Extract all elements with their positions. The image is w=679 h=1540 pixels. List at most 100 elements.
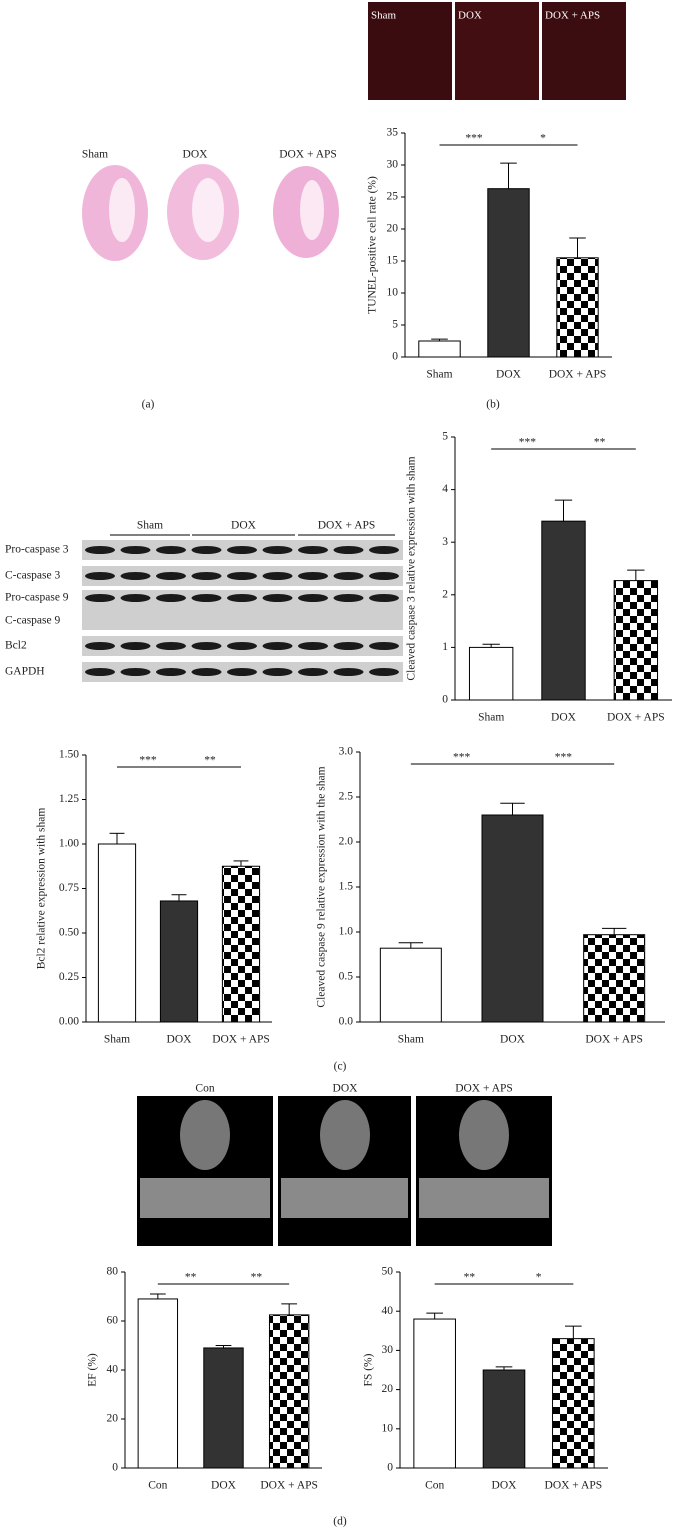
y-axis-label: TUNEL-positive cell rate (%) (367, 176, 379, 314)
y-tick-label: 2 (442, 588, 448, 600)
bar (541, 520, 586, 701)
y-tick-label: 1.25 (59, 793, 79, 805)
band (156, 572, 186, 580)
blot-group: DOX (231, 520, 257, 532)
y-tick-label: 30 (387, 159, 399, 171)
bar (482, 1369, 526, 1469)
blot-group: Sham (137, 520, 163, 532)
y-tick-label: 80 (107, 1266, 119, 1278)
y-tick-label: 0 (112, 1462, 118, 1474)
x-tick-label: DOX (500, 1034, 526, 1046)
bar (552, 1338, 595, 1469)
echo-images (137, 1096, 552, 1246)
x-tick-label: DOX (167, 1034, 193, 1046)
panel-label: (b) (486, 399, 500, 411)
x-tick-label: DOX + APS (260, 1480, 318, 1492)
blot-row-label: GAPDH (5, 666, 45, 678)
band (120, 546, 151, 554)
panel-label: (c) (334, 1061, 347, 1073)
significance-label: *** (465, 133, 483, 145)
y-tick-label: 2.0 (339, 836, 354, 848)
x-tick-label: DOX + APS (585, 1034, 643, 1046)
bar (97, 843, 137, 1023)
x-tick-label: DOX (551, 712, 577, 724)
band (369, 546, 399, 554)
x-tick-label: DOX + APS (545, 1480, 603, 1492)
band (298, 642, 328, 650)
x-tick-label: DOX (496, 369, 522, 381)
heart-sections (82, 164, 339, 261)
bar (583, 934, 646, 1023)
x-tick-label: Con (148, 1480, 167, 1492)
tunel-image (542, 2, 626, 100)
bar (468, 646, 514, 701)
band (227, 642, 257, 650)
band (156, 668, 186, 676)
y-tick-label: 0 (392, 351, 398, 363)
bar (203, 1347, 244, 1469)
y-tick-label: 1.5 (339, 881, 354, 893)
image-label: DOX + APS (279, 149, 337, 161)
bar (159, 900, 199, 1023)
band (85, 572, 115, 580)
y-tick-label: 5 (442, 431, 448, 443)
band (262, 668, 293, 676)
y-tick-label: 25 (387, 191, 399, 203)
image-label: Sham (371, 10, 397, 22)
y-tick-label: 20 (107, 1413, 119, 1425)
band (298, 594, 328, 602)
y-tick-label: 20 (387, 223, 399, 235)
significance-label: * (536, 1272, 542, 1284)
y-tick-label: 0 (442, 694, 448, 706)
blot-row-label: C-caspase 9 (5, 615, 60, 627)
x-tick-label: DOX + APS (549, 369, 607, 381)
y-tick-label: 15 (387, 255, 399, 267)
band (262, 572, 293, 580)
x-tick-label: Con (425, 1480, 444, 1492)
western-blot (82, 540, 403, 682)
significance-label: *** (519, 437, 537, 449)
band (227, 546, 257, 554)
y-tick-label: 0.0 (339, 1016, 354, 1028)
tunel-image (368, 2, 452, 100)
band (333, 572, 364, 580)
band (333, 546, 364, 554)
significance-label: ** (594, 437, 606, 449)
image-label: Con (195, 1083, 214, 1095)
bar (413, 1318, 456, 1469)
band (85, 668, 115, 676)
blot-group: DOX + APS (318, 520, 376, 532)
bar (137, 1298, 179, 1469)
y-tick-label: 10 (382, 1422, 394, 1434)
blot-row-label: C-caspase 3 (5, 570, 60, 582)
y-axis-label: EF (%) (87, 1353, 99, 1387)
y-tick-label: 2.5 (339, 791, 354, 803)
x-tick-label: DOX + APS (212, 1034, 270, 1046)
y-tick-label: 3 (442, 536, 448, 548)
band (227, 572, 257, 580)
significance-label: ** (464, 1272, 476, 1284)
band (262, 546, 293, 554)
bar (556, 257, 599, 358)
band (156, 594, 186, 602)
panel-label: (d) (333, 1516, 347, 1528)
bar (379, 947, 442, 1023)
significance-label: * (540, 133, 546, 145)
band (227, 668, 257, 676)
y-tick-label: 0.00 (59, 1016, 79, 1028)
significance-label: ** (204, 755, 216, 767)
bar (481, 814, 544, 1023)
band (191, 642, 222, 650)
y-tick-label: 0.5 (339, 971, 354, 983)
band (191, 572, 222, 580)
y-tick-label: 4 (442, 483, 448, 495)
x-tick-label: Sham (398, 1034, 424, 1046)
y-axis-label: Cleaved caspase 3 relative expression wi… (406, 456, 418, 680)
band (298, 572, 328, 580)
band (156, 546, 186, 554)
y-tick-label: 20 (382, 1383, 394, 1395)
band (120, 642, 151, 650)
y-tick-label: 0.25 (59, 971, 79, 983)
band (85, 642, 115, 650)
